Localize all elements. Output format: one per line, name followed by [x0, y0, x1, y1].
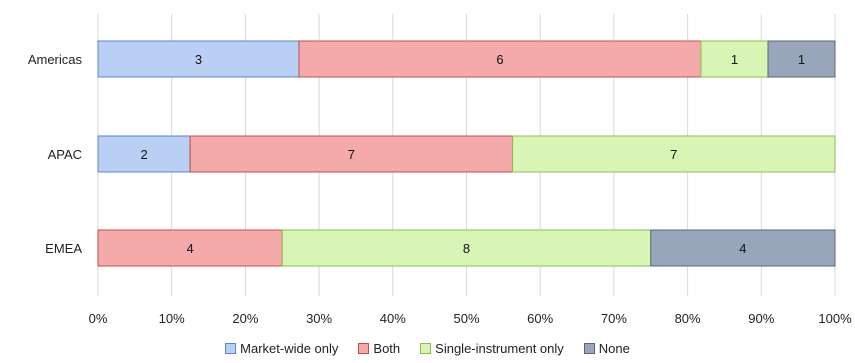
bar-segment	[298, 40, 702, 78]
x-tick-label: 80%	[675, 311, 701, 326]
x-tick-label: 100%	[818, 311, 852, 326]
x-tick-label: 30%	[306, 311, 332, 326]
legend-swatch	[420, 343, 432, 354]
legend-item: Single-instrument only	[420, 341, 564, 356]
legend-item: Both	[358, 341, 400, 356]
legend-item: None	[583, 341, 630, 356]
legend: Market-wide only Both Single-instrument on…	[0, 341, 855, 356]
bar-segment	[281, 229, 652, 267]
legend-item: Market-wide only	[225, 341, 338, 356]
bar-segment	[650, 229, 836, 267]
x-axis-ticks: 0% 10% 20% 30% 40% 50% 60% 70% 80% 90% 100%	[89, 311, 852, 326]
bar-segment	[97, 40, 300, 78]
bar-value-label: 3	[195, 52, 202, 67]
bars: 3 6 1 1 2 7 7 4 8 4	[97, 40, 836, 267]
bar-value-label: 8	[463, 241, 470, 256]
x-tick-label: 40%	[380, 311, 406, 326]
x-tick-label: 0%	[89, 311, 108, 326]
bar-segment	[767, 40, 836, 78]
x-tick-label: 60%	[527, 311, 553, 326]
bar-segment	[512, 135, 836, 173]
category-label: APAC	[48, 147, 82, 162]
legend-label: Market-wide only	[240, 341, 339, 356]
x-tick-label: 70%	[601, 311, 627, 326]
bar-segment	[97, 135, 191, 173]
legend-swatch	[358, 343, 370, 354]
bar-value-label: 6	[496, 52, 503, 67]
bar-value-label: 1	[731, 52, 738, 67]
x-tick-label: 20%	[232, 311, 258, 326]
x-tick-label: 10%	[159, 311, 185, 326]
bar-segment	[189, 135, 514, 173]
legend-label: Both	[373, 341, 401, 356]
bar-value-label: 2	[140, 147, 147, 162]
category-label: Americas	[28, 52, 83, 67]
legend-label: None	[598, 341, 630, 356]
legend-swatch	[225, 343, 237, 354]
legend-label: Single-instrument only	[435, 341, 564, 356]
category-label: EMEA	[45, 241, 82, 256]
bar-value-label: 4	[739, 241, 746, 256]
bar-value-label: 7	[670, 147, 677, 162]
bar-value-label: 1	[798, 52, 805, 67]
bar-value-label: 4	[187, 241, 194, 256]
x-tick-label: 90%	[748, 311, 774, 326]
y-axis-categories: Americas APAC EMEA	[28, 52, 83, 256]
x-tick-label: 50%	[453, 311, 479, 326]
bar-value-label: 7	[348, 147, 355, 162]
legend-swatch	[583, 343, 595, 354]
